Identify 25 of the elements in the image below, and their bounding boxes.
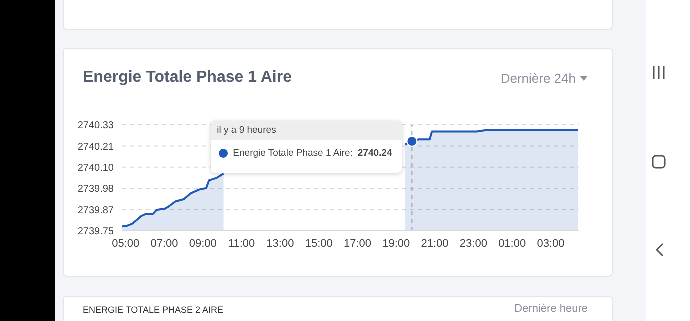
x-tick-label: 11:00 <box>228 238 256 250</box>
y-tick-label: 2739.98 <box>78 184 114 196</box>
x-tick-label: 15:00 <box>305 238 333 250</box>
x-tick-label: 05:00 <box>112 238 140 250</box>
card-bottom: ENERGIE TOTALE PHASE 2 AIRE Dernière heure <box>63 296 613 321</box>
annotation: Energie Totale Phase 1 Aire: <box>233 148 353 160</box>
x-tick-label: 23:00 <box>460 238 488 250</box>
x-tick-label: 17:00 <box>344 238 372 250</box>
annotation: 2740.24 <box>358 148 392 160</box>
x-tick-label: 03:00 <box>537 238 565 250</box>
y-tick-label: 2740.21 <box>78 142 114 153</box>
x-tick-label: 21:00 <box>421 238 449 250</box>
text: Dernière 24h <box>500 71 576 86</box>
y-tick-label: 2739.75 <box>78 226 114 238</box>
tooltip-box: il y a 9 heures Energie Totale Phase 1 Aire: 2740.24 <box>211 121 402 174</box>
y-tick-label: 2739.87 <box>78 205 114 216</box>
x-tick-label: 01:00 <box>498 238 526 250</box>
x-tick-label: 07:00 <box>150 238 178 250</box>
x-tick-label: 19:00 <box>382 238 410 250</box>
x-tick-label: 13:00 <box>266 238 294 250</box>
annotation: il y a 9 heures <box>211 121 402 140</box>
y-tick-label: 2740.33 <box>78 120 114 132</box>
chart-title: Energie Totale Phase 1 Aire <box>83 69 292 87</box>
y-tick-label: 2740.10 <box>78 162 114 174</box>
x-tick-label: 09:00 <box>189 238 217 250</box>
